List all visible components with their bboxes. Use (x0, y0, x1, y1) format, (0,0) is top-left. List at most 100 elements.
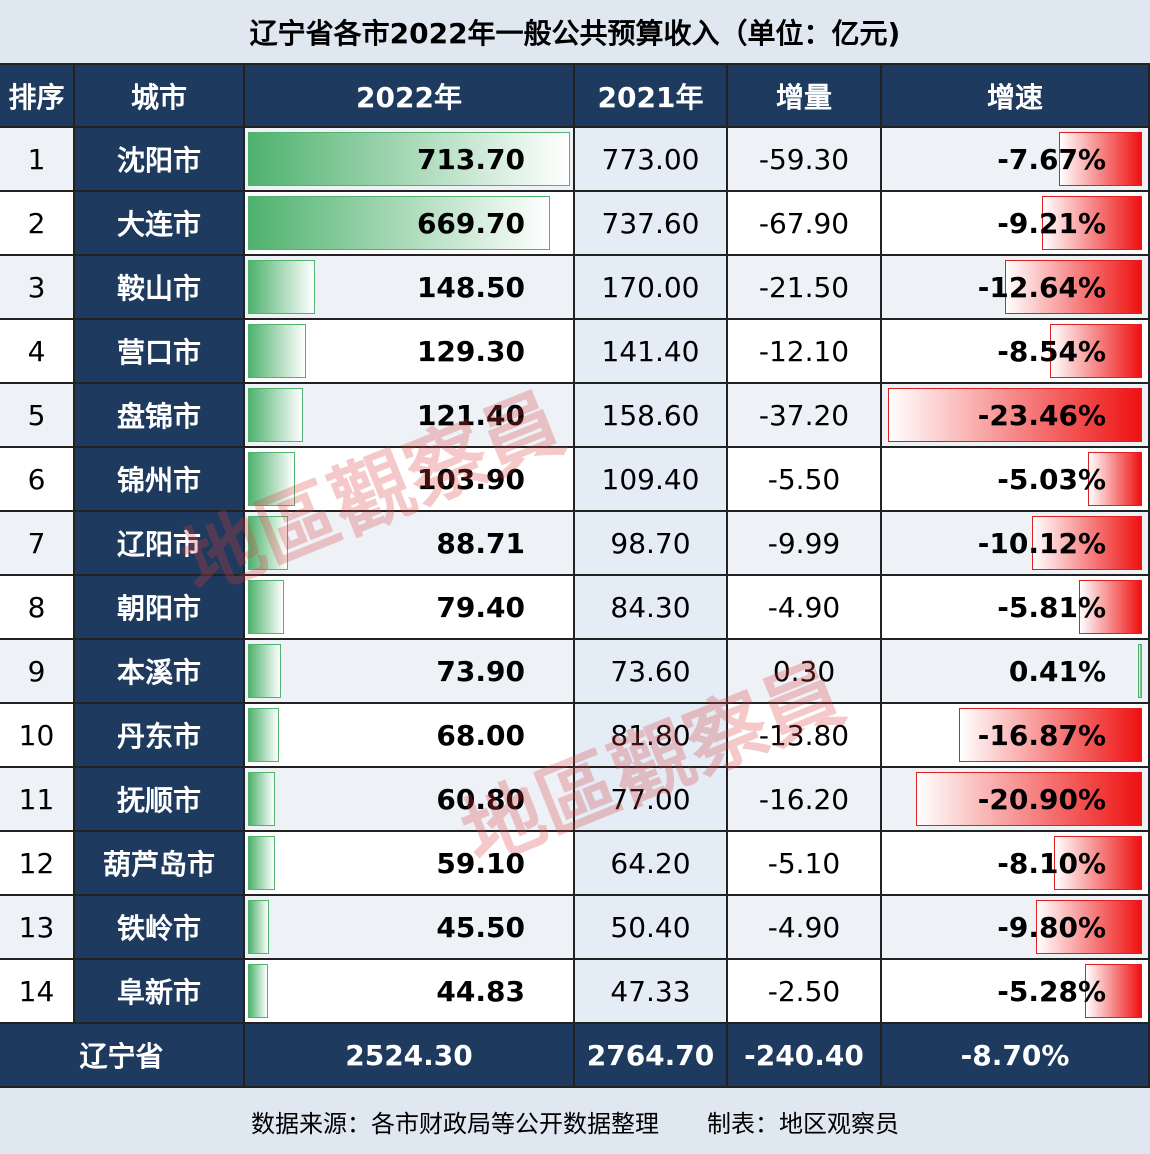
rate-bar (1042, 196, 1142, 250)
table-cell: -10.12% (882, 512, 1150, 576)
cell-bg (245, 704, 575, 768)
total-cell: 2524.30 (245, 1024, 575, 1088)
cell-bg (245, 896, 575, 960)
rate-bar (1058, 132, 1142, 186)
column-header: 城市 (75, 65, 245, 128)
column-header: 增速 (882, 65, 1150, 128)
table-cell: 713.70 (245, 128, 575, 192)
table-cell: -9.21% (882, 192, 1150, 256)
data-bar (248, 452, 295, 506)
table-cell: 辽阳市 (75, 512, 245, 576)
table-cell: 沈阳市 (75, 128, 245, 192)
data-bar (248, 580, 284, 634)
table-cell: 14 (0, 960, 75, 1024)
table-cell: 1 (0, 128, 75, 192)
table-cell: 170.00 (575, 256, 728, 320)
table-cell: 158.60 (575, 384, 728, 448)
table-cell: 锦州市 (75, 448, 245, 512)
table-cell: 0.30 (728, 640, 882, 704)
source: 数据来源：各市财政局等公开数据整理 (251, 1109, 659, 1138)
table-cell: 11 (0, 768, 75, 832)
table-cell: 5 (0, 384, 75, 448)
table-cell: -8.54% (882, 320, 1150, 384)
table-cell: 103.90 (245, 448, 575, 512)
table-cell: -13.80 (728, 704, 882, 768)
table-cell: 109.40 (575, 448, 728, 512)
rate-bar (1079, 580, 1142, 634)
table-cell: -5.03% (882, 448, 1150, 512)
cell-bg (245, 512, 575, 576)
table-cell: 98.70 (575, 512, 728, 576)
data-bar (248, 132, 570, 186)
table-cell: 0.41% (882, 640, 1150, 704)
cell-bg (245, 576, 575, 640)
table-cell: 64.20 (575, 832, 728, 896)
table-cell: -67.90 (728, 192, 882, 256)
table-cell: 阜新市 (75, 960, 245, 1024)
table-cell: -8.10% (882, 832, 1150, 896)
table-cell: 84.30 (575, 576, 728, 640)
cell-bg (245, 832, 575, 896)
data-bar (248, 644, 282, 698)
table-cell: 10 (0, 704, 75, 768)
data-bar (248, 772, 276, 826)
cell-bg (245, 640, 575, 704)
table-cell: 4 (0, 320, 75, 384)
column-header: 增量 (728, 65, 882, 128)
total-cell: 2764.70 (575, 1024, 728, 1088)
table-cell: -16.20 (728, 768, 882, 832)
table-cell: 2 (0, 192, 75, 256)
table-cell: 6 (0, 448, 75, 512)
table-cell: 鞍山市 (75, 256, 245, 320)
table-cell: -5.50 (728, 448, 882, 512)
rate-bar (1137, 644, 1142, 698)
total-cell: -8.70% (882, 1024, 1150, 1088)
data-bar (248, 196, 551, 250)
table-cell: 669.70 (245, 192, 575, 256)
data-bar (248, 516, 289, 570)
table-cell: 营口市 (75, 320, 245, 384)
table-cell: 73.90 (245, 640, 575, 704)
table-cell: 50.40 (575, 896, 728, 960)
table-cell: -37.20 (728, 384, 882, 448)
total-cell: -240.40 (728, 1024, 882, 1088)
table-cell: 7 (0, 512, 75, 576)
table-cell: 13 (0, 896, 75, 960)
data-bar (248, 708, 279, 762)
table-cell: -5.10 (728, 832, 882, 896)
data-bar (248, 900, 269, 954)
rate-bar (1035, 900, 1142, 954)
table-cell: 129.30 (245, 320, 575, 384)
table-cell: -23.46% (882, 384, 1150, 448)
data-bar (248, 324, 307, 378)
table-cell: 45.50 (245, 896, 575, 960)
table-cell: 68.00 (245, 704, 575, 768)
table-cell: 9 (0, 640, 75, 704)
cell-bg (245, 768, 575, 832)
table-cell: -12.64% (882, 256, 1150, 320)
table-cell: 73.60 (575, 640, 728, 704)
table-cell: 79.40 (245, 576, 575, 640)
table-cell: 81.80 (575, 704, 728, 768)
table-cell: -20.90% (882, 768, 1150, 832)
title: 辽宁省各市2022年一般公共预算收入（单位：亿元) (0, 0, 1150, 65)
table-cell: 8 (0, 576, 75, 640)
table-cell: -4.90 (728, 896, 882, 960)
rate-bar (1054, 836, 1142, 890)
table-cell: 773.00 (575, 128, 728, 192)
data-bar (248, 836, 275, 890)
rate-bar (1084, 964, 1142, 1018)
table-cell: 737.60 (575, 192, 728, 256)
table-cell: 47.33 (575, 960, 728, 1024)
column-header: 2021年 (575, 65, 728, 128)
table-cell: -9.80% (882, 896, 1150, 960)
total-cell: 辽宁省 (0, 1024, 245, 1088)
rate-bar (1005, 260, 1142, 314)
table-cell: 抚顺市 (75, 768, 245, 832)
table-cell: -59.30 (728, 128, 882, 192)
rate-bar (1032, 516, 1142, 570)
table-cell: 121.40 (245, 384, 575, 448)
table-cell: 77.00 (575, 768, 728, 832)
data-bar (248, 388, 303, 442)
